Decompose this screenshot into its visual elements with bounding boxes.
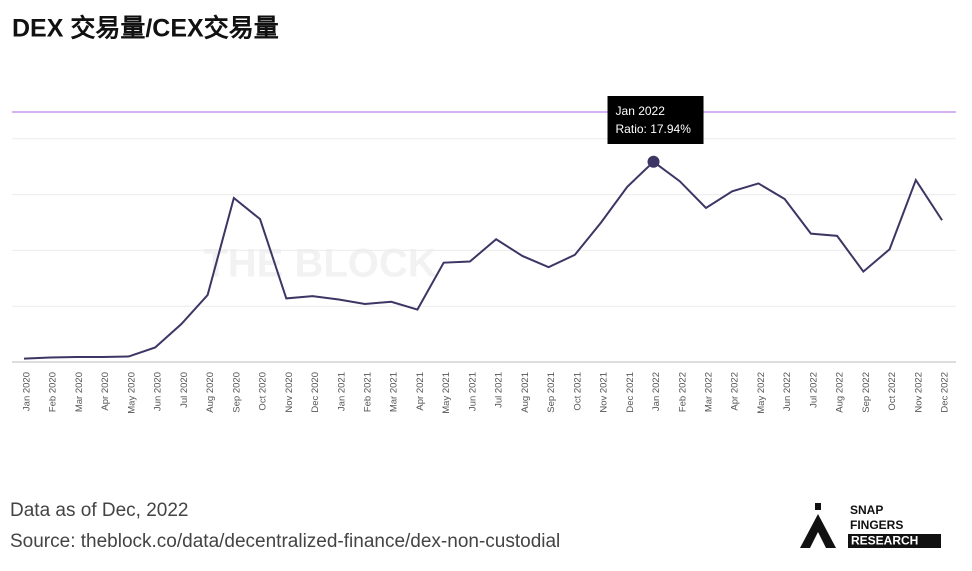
x-tick-label: Jul 2021 xyxy=(494,372,505,408)
x-tick-label: Mar 2021 xyxy=(389,372,400,412)
x-tick-label: Apr 2020 xyxy=(100,372,111,411)
logo-text: RESEARCH xyxy=(851,534,918,548)
x-tick-label: Jun 2020 xyxy=(153,372,164,411)
footer-note: Data as of Dec, 2022 xyxy=(10,500,189,521)
x-tick-label: Oct 2021 xyxy=(572,372,583,411)
x-tick-label: Jan 2022 xyxy=(651,372,662,411)
x-tick-label: Jun 2021 xyxy=(467,372,478,411)
x-tick-label: Sep 2021 xyxy=(546,372,557,413)
x-tick-label: Apr 2022 xyxy=(730,372,741,411)
logo-band xyxy=(848,534,941,548)
x-tick-label: Dec 2020 xyxy=(310,372,321,413)
x-tick-label: Sep 2020 xyxy=(231,372,242,413)
x-tick-label: Sep 2022 xyxy=(861,372,872,413)
logo-icon xyxy=(800,514,836,548)
x-tick-label: Aug 2020 xyxy=(205,372,216,413)
logo: SNAP FINGERS RESEARCH xyxy=(800,503,941,548)
watermark: THE BLOCK xyxy=(203,242,436,286)
tooltip-title: Jan 2022 xyxy=(616,104,666,118)
x-tick-label: May 2021 xyxy=(441,372,452,414)
line xyxy=(23,160,943,360)
x-tick-label: Dec 2021 xyxy=(625,372,636,413)
x-tick-label: Aug 2022 xyxy=(835,372,846,413)
x-tick-label: Feb 2021 xyxy=(363,372,374,412)
x-tick-label: Oct 2022 xyxy=(887,372,898,411)
x-tick-label: Jul 2022 xyxy=(808,372,819,408)
logo-icon xyxy=(815,503,821,510)
x-tick-label: Feb 2020 xyxy=(48,372,59,412)
x-tick-label: Aug 2021 xyxy=(520,372,531,413)
x-tick-label: Mar 2022 xyxy=(703,372,714,412)
x-tick-label: Jan 2020 xyxy=(22,372,33,411)
x-tick-label: Nov 2021 xyxy=(599,372,610,413)
x-tick-label: May 2022 xyxy=(756,372,767,414)
x-tick-label: Oct 2020 xyxy=(258,372,269,411)
x-tick-label: Mar 2020 xyxy=(74,372,85,412)
x-tick-label: Jan 2021 xyxy=(336,372,347,411)
x-tick-label: Dec 2022 xyxy=(940,372,951,413)
logo-text: FINGERS xyxy=(850,518,903,532)
x-tick-label: Jun 2022 xyxy=(782,372,793,411)
tooltip xyxy=(607,96,704,144)
x-tick-label: Jul 2020 xyxy=(179,372,190,408)
x-tick-label: Nov 2022 xyxy=(913,372,924,413)
tooltip-text: Ratio: 17.94% xyxy=(616,122,692,136)
footer-source: Source: theblock.co/data/decentralized-f… xyxy=(10,531,560,552)
x-tick-label: Apr 2021 xyxy=(415,372,426,411)
x-tick-label: Nov 2020 xyxy=(284,372,295,413)
hover-point xyxy=(647,155,660,168)
x-tick-label: May 2020 xyxy=(126,372,137,414)
logo-text: SNAP xyxy=(850,503,883,517)
chart-title: DEX 交易量/CEX交易量 xyxy=(12,14,279,43)
x-tick-label: Feb 2022 xyxy=(677,372,688,412)
